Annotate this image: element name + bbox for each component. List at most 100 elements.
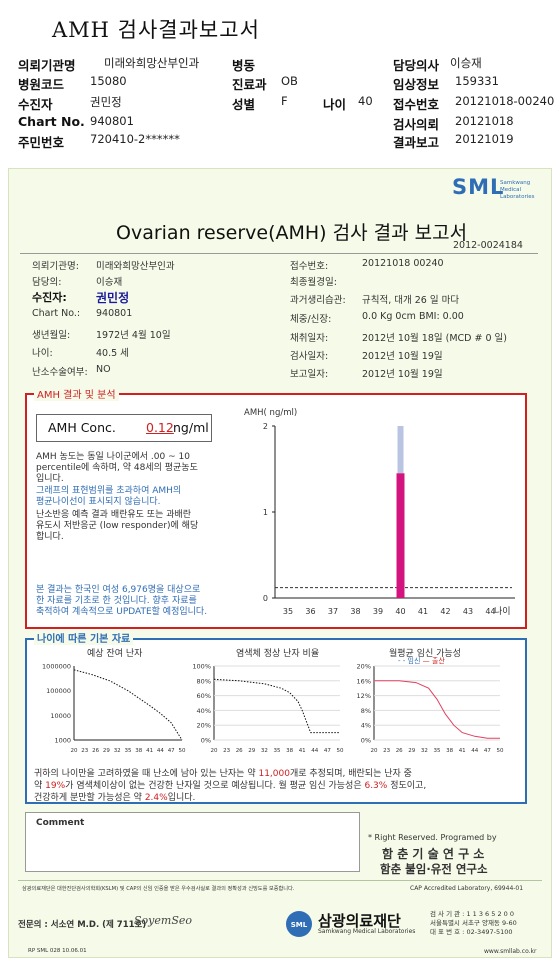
x-tick-label: 29 bbox=[103, 748, 110, 754]
age-summary-text: 귀하의 나이만을 고려하였을 때 난소에 남아 있는 난자는 약 11,000개… bbox=[34, 768, 426, 804]
info-value: 이승재 bbox=[96, 277, 123, 288]
text-line: 그래프의 표현범위를 초과하여 AMH의 bbox=[36, 486, 182, 496]
info-value: 2012년 10월 19일 bbox=[362, 369, 443, 380]
foundation-name: 삼광의료재단 bbox=[318, 912, 401, 930]
chart-legend: - - 임신 — 출산 bbox=[398, 656, 445, 666]
info-label: 나이: bbox=[32, 348, 53, 359]
series-line bbox=[374, 680, 500, 739]
text: 정도이고, bbox=[387, 781, 427, 791]
value: 20121018 bbox=[455, 114, 514, 128]
amh-panel-title: AMH 결과 및 분석 bbox=[34, 386, 119, 401]
x-tick-label: 47 bbox=[484, 748, 491, 754]
header-row-1: 의뢰기관명 미래와희망산부인과 병동 담당의사 이승재 bbox=[18, 55, 548, 75]
x-tick-label: 20 bbox=[371, 748, 378, 754]
y-tick-label: 0 bbox=[263, 594, 268, 603]
header-row-3: 수진자 권민정 성별 F 나이 40 접수번호 20121018-00240 bbox=[18, 94, 554, 114]
label: 성별 bbox=[232, 97, 256, 112]
x-tick-label: 29 bbox=[408, 748, 415, 754]
value: 20121018-00240 bbox=[455, 94, 555, 108]
text-line: 합니다. bbox=[36, 532, 64, 542]
text-line: 평균나이선이 표시되지 않습니다. bbox=[36, 497, 161, 507]
value: OB bbox=[281, 74, 298, 88]
form-code: RP SML 028 10.06.01 bbox=[28, 948, 87, 954]
x-tick-label: 44 bbox=[485, 607, 495, 616]
x-tick-label: 20 bbox=[211, 748, 218, 754]
page-title: AMH 검사결과보고서 bbox=[52, 18, 260, 42]
rights-text: * Right Reserved. Programed by bbox=[368, 833, 497, 842]
patient-name: 권민정 bbox=[96, 291, 130, 305]
y-tick-label: 12% bbox=[357, 692, 371, 700]
legend-dash: — bbox=[422, 657, 432, 665]
y-tick-label: 20% bbox=[357, 663, 371, 671]
text: 귀하의 나이만을 고려하였을 때 난소에 남아 있는 난자는 약 bbox=[34, 769, 259, 779]
label: 수진자 bbox=[18, 97, 53, 112]
x-tick-label: 36 bbox=[305, 607, 315, 616]
institute-name: 함 춘 기 술 연 구 소 bbox=[382, 847, 485, 861]
y-tick-label: 8% bbox=[361, 707, 371, 715]
value: 이승재 bbox=[450, 56, 482, 70]
text-line: 본 결과는 한국인 여성 6,976명을 대상으로 bbox=[36, 585, 201, 595]
y-tick-label: 2 bbox=[263, 422, 268, 431]
info-label: 최종월경일: bbox=[290, 277, 337, 288]
info-value: 1972년 4월 10일 bbox=[96, 330, 171, 341]
info-label: Chart No.: bbox=[32, 308, 81, 319]
x-tick-label: 38 bbox=[286, 748, 293, 754]
svg-text:SML: SML bbox=[291, 921, 308, 929]
x-tick-label: 26 bbox=[92, 748, 99, 754]
bar-range bbox=[397, 426, 404, 474]
chart-x-label: 나이 bbox=[494, 606, 511, 617]
y-tick-label: 100000 bbox=[46, 687, 71, 695]
x-tick-label: 40 bbox=[395, 607, 405, 616]
info-label: 과거생리습관: bbox=[290, 295, 346, 306]
info-label: 난소수술여부: bbox=[32, 367, 88, 378]
x-tick-label: 32 bbox=[114, 748, 121, 754]
text: 건강하게 분만할 가능성은 약 bbox=[34, 793, 145, 803]
info-value: 2012년 10월 19일 bbox=[362, 351, 443, 362]
text: 약 bbox=[34, 781, 46, 791]
info-label: 채취일자: bbox=[290, 333, 329, 344]
text: 가 염색체이상이 없는 건강한 난자일 것으로 예상됩니다. 월 평균 임신 가… bbox=[65, 781, 365, 791]
info-value: 40.5 세 bbox=[96, 348, 129, 359]
info-label: 체중/신장: bbox=[290, 314, 332, 325]
y-tick-label: 0% bbox=[201, 737, 211, 745]
summary-line: 건강하게 분만할 가능성은 약 2.4%입니다. bbox=[34, 792, 426, 804]
label: 병원코드 bbox=[18, 77, 65, 92]
sml-logo-subtitle: Samkwang Medical Laboratories bbox=[500, 180, 534, 201]
header-row-4: Chart No. 940801 검사의뢰 20121018 bbox=[18, 114, 548, 134]
contact-line: 서울특별시 서초구 양재동 9-60 bbox=[430, 919, 517, 927]
contact-line: 대 표 번 호 : 02-3497-5100 bbox=[430, 928, 513, 936]
text-line: 축적하여 계속적으로 UPDATE할 예정입니다. bbox=[36, 607, 208, 617]
info-label: 수진자: bbox=[32, 291, 67, 304]
amh-conc-label: AMH Conc. bbox=[48, 420, 116, 435]
x-tick-label: 41 bbox=[146, 748, 153, 754]
highlight: 6.3% bbox=[364, 781, 388, 791]
x-tick-label: 43 bbox=[463, 607, 473, 616]
x-tick-label: 38 bbox=[446, 748, 453, 754]
x-tick-label: 29 bbox=[248, 748, 255, 754]
header-row-5: 주민번호 720410-2****** 결과보고 20121019 bbox=[18, 132, 548, 152]
x-tick-label: 44 bbox=[157, 748, 164, 754]
info-label: 검사일자: bbox=[290, 351, 329, 362]
value: 15080 bbox=[90, 74, 127, 88]
info-label: 의뢰기관명: bbox=[32, 261, 79, 272]
info-value: 940801 bbox=[96, 308, 133, 319]
label: 의뢰기관명 bbox=[18, 58, 76, 73]
y-tick-label: 4% bbox=[361, 722, 371, 730]
divider bbox=[18, 880, 542, 881]
x-tick-label: 38 bbox=[350, 607, 360, 616]
value: 미래와희망산부인과 bbox=[104, 56, 200, 70]
y-tick-label: 60% bbox=[197, 692, 211, 700]
label: 진료과 bbox=[232, 77, 267, 92]
x-tick-label: 35 bbox=[434, 748, 441, 754]
comment-box bbox=[25, 812, 360, 872]
amh-range-note: 그래프의 표현범위를 초과하여 AMH의 평균나이선이 표시되지 않습니다. bbox=[36, 486, 181, 508]
amh-conc-value: 0.12 bbox=[146, 420, 174, 435]
amh-analysis-text: AMH 농도는 동일 나이군에서 .00 ~ 10 percentile에 속하… bbox=[36, 452, 198, 485]
legend-birth: 출산 bbox=[431, 657, 445, 665]
x-tick-label: 50 bbox=[179, 748, 186, 754]
x-tick-label: 37 bbox=[328, 607, 338, 616]
value: 940801 bbox=[90, 114, 134, 128]
info-label: 접수번호: bbox=[290, 261, 329, 272]
info-value: 규칙적, 대개 26 일 마다 bbox=[362, 295, 460, 306]
